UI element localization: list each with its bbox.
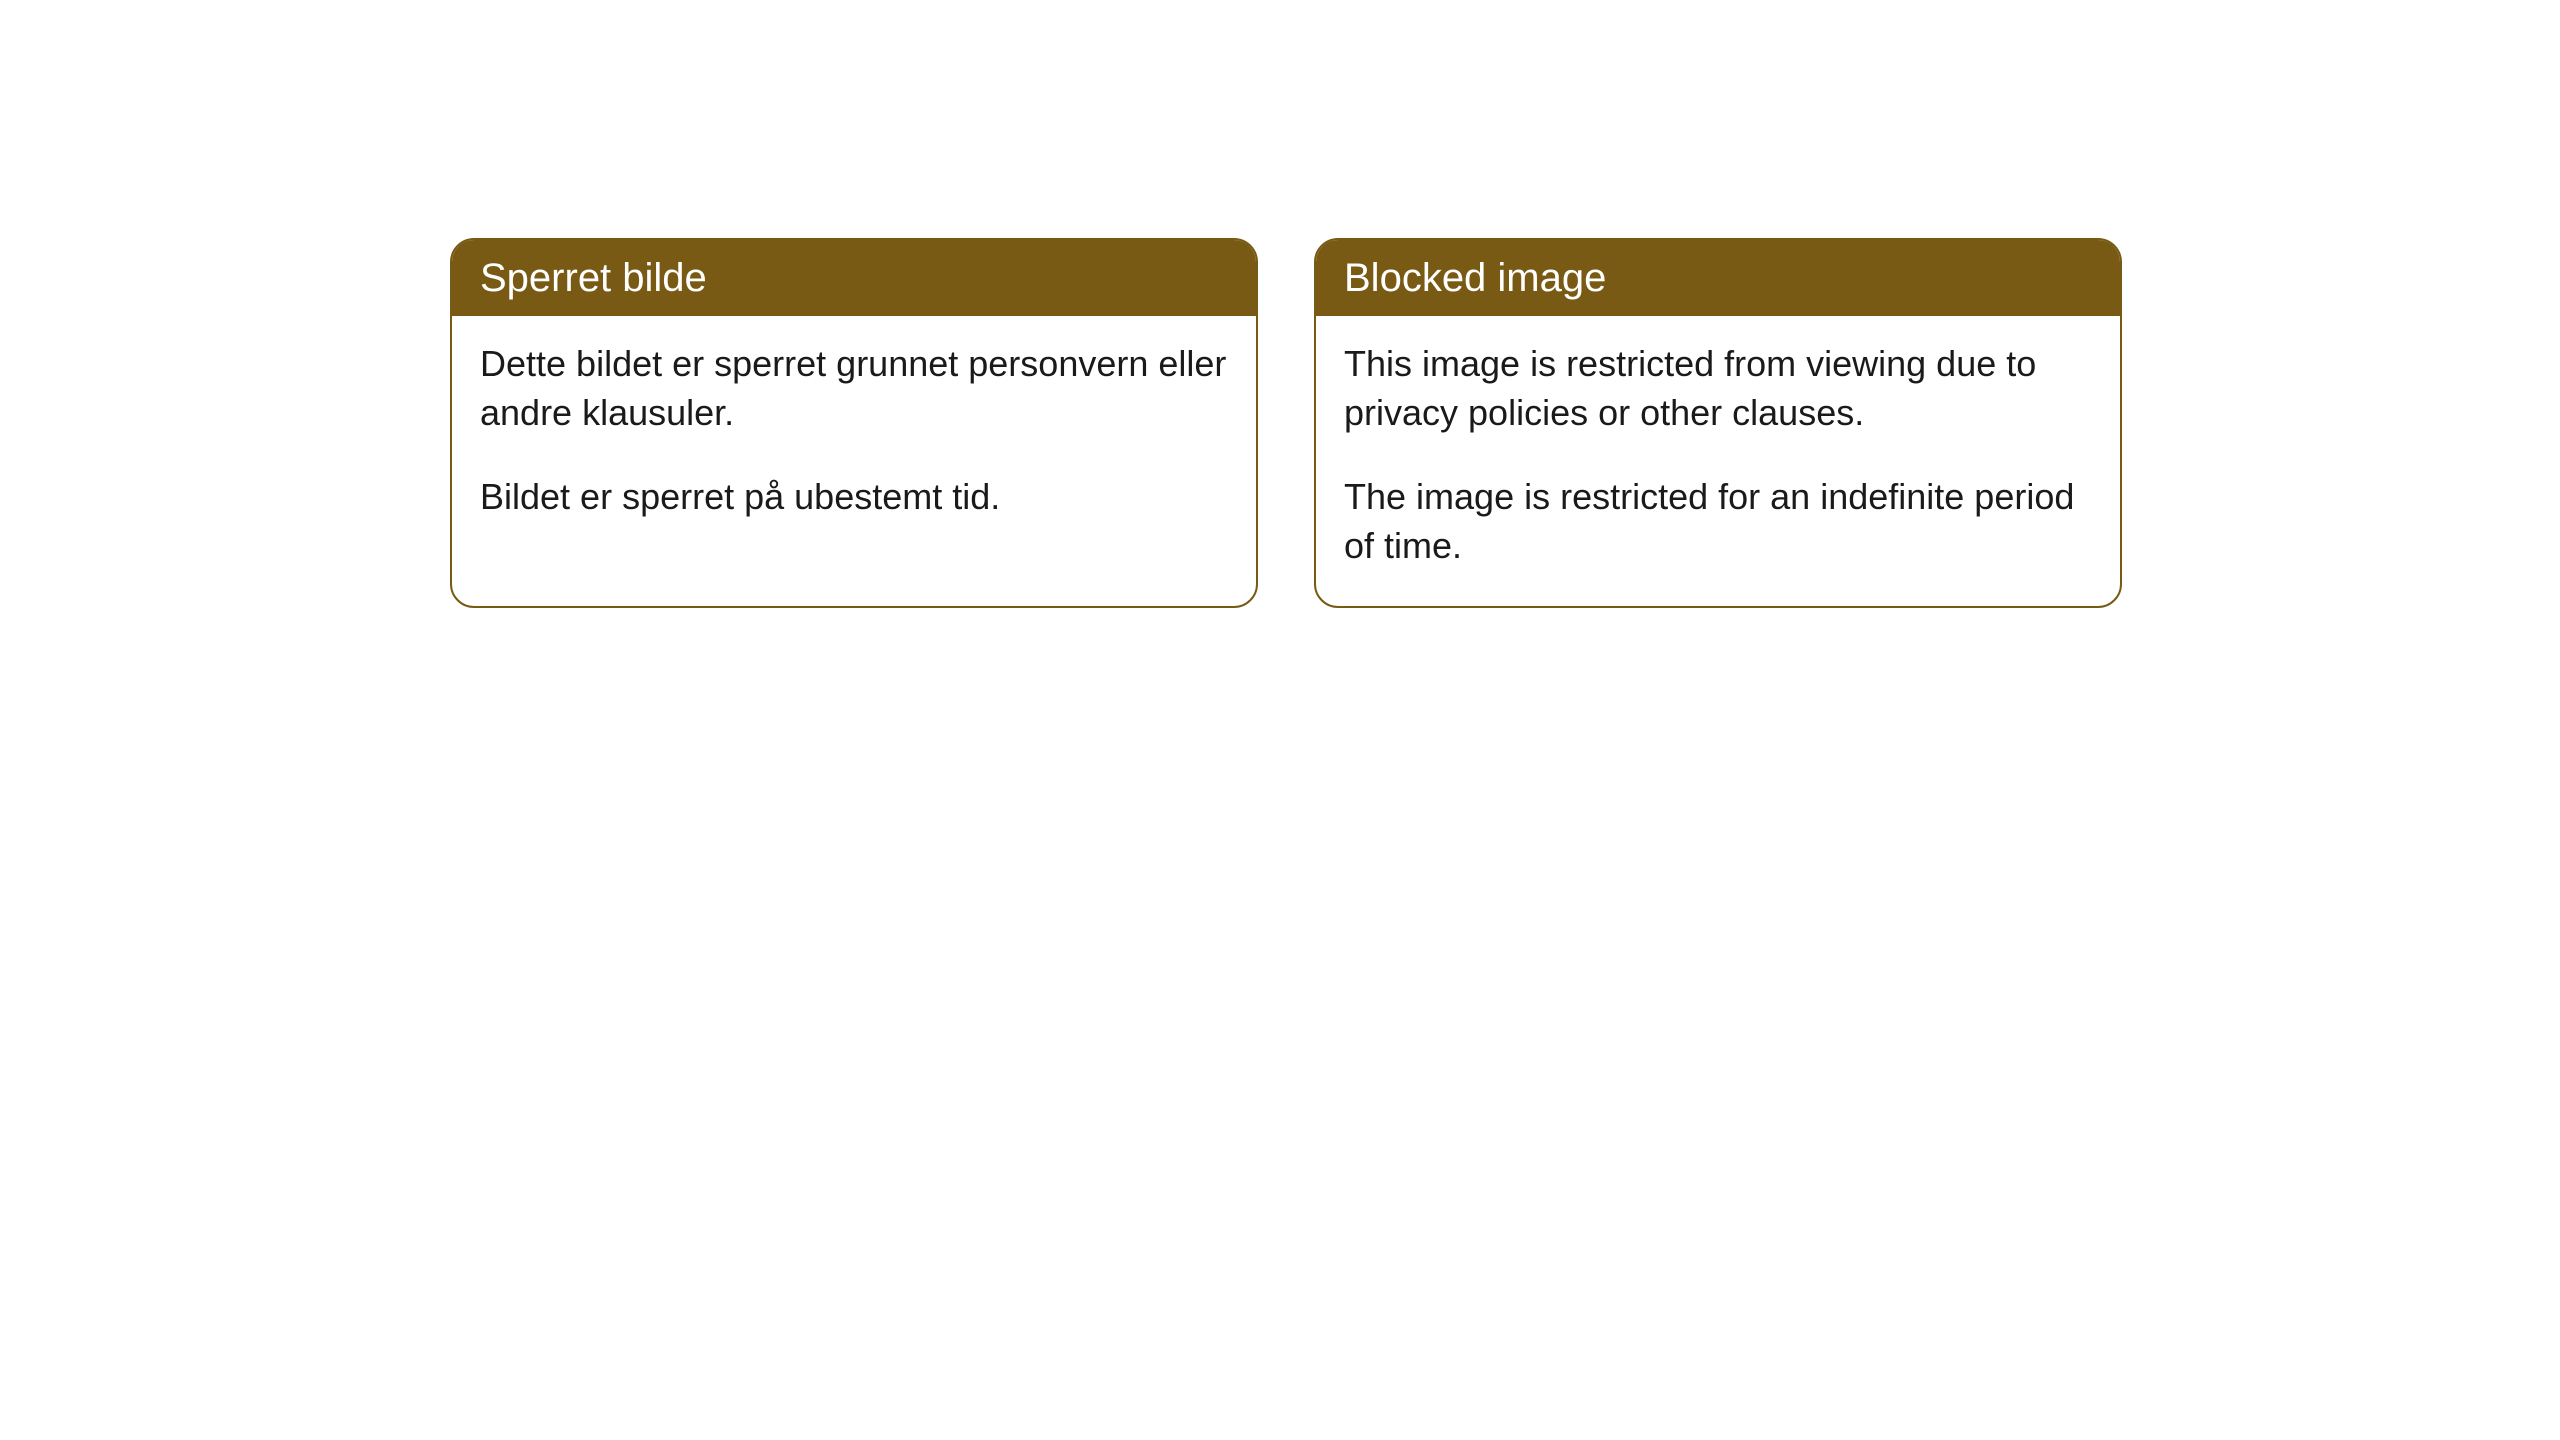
blocked-image-card-english: Blocked image This image is restricted f… (1314, 238, 2122, 608)
cards-container: Sperret bilde Dette bildet er sperret gr… (0, 0, 2560, 608)
card-body-english: This image is restricted from viewing du… (1316, 316, 2120, 606)
card-paragraph: Bildet er sperret på ubestemt tid. (480, 473, 1228, 522)
blocked-image-card-norwegian: Sperret bilde Dette bildet er sperret gr… (450, 238, 1258, 608)
card-title-english: Blocked image (1316, 240, 2120, 316)
card-body-norwegian: Dette bildet er sperret grunnet personve… (452, 316, 1256, 558)
card-paragraph: Dette bildet er sperret grunnet personve… (480, 340, 1228, 437)
card-title-norwegian: Sperret bilde (452, 240, 1256, 316)
card-paragraph: This image is restricted from viewing du… (1344, 340, 2092, 437)
card-paragraph: The image is restricted for an indefinit… (1344, 473, 2092, 570)
